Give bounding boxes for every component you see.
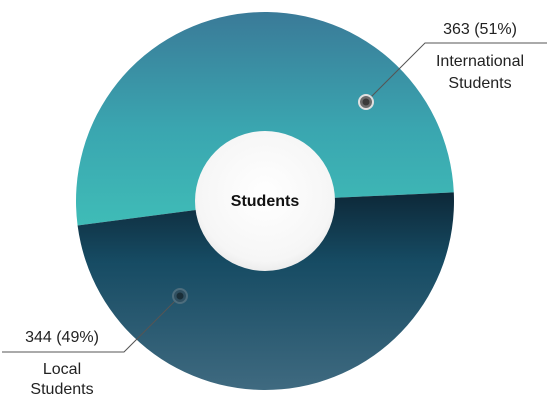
legend-label-local-line2: Students: [30, 381, 93, 396]
leader-line-local: [2, 295, 181, 353]
legend-label-international-line1: International: [436, 53, 524, 70]
pie-slice-local-students: [77, 192, 455, 391]
pie-slice-international-students: [76, 12, 454, 226]
donut-hole: [195, 131, 335, 271]
data-label-international: 363 (51%): [443, 21, 517, 38]
leader-line-international: [365, 42, 547, 103]
data-label-local: 344 (49%): [25, 329, 99, 346]
legend-label-local-line1: Local: [43, 361, 81, 378]
center-label: Students: [231, 193, 300, 210]
legend-label-international-line2: Students: [448, 75, 511, 92]
